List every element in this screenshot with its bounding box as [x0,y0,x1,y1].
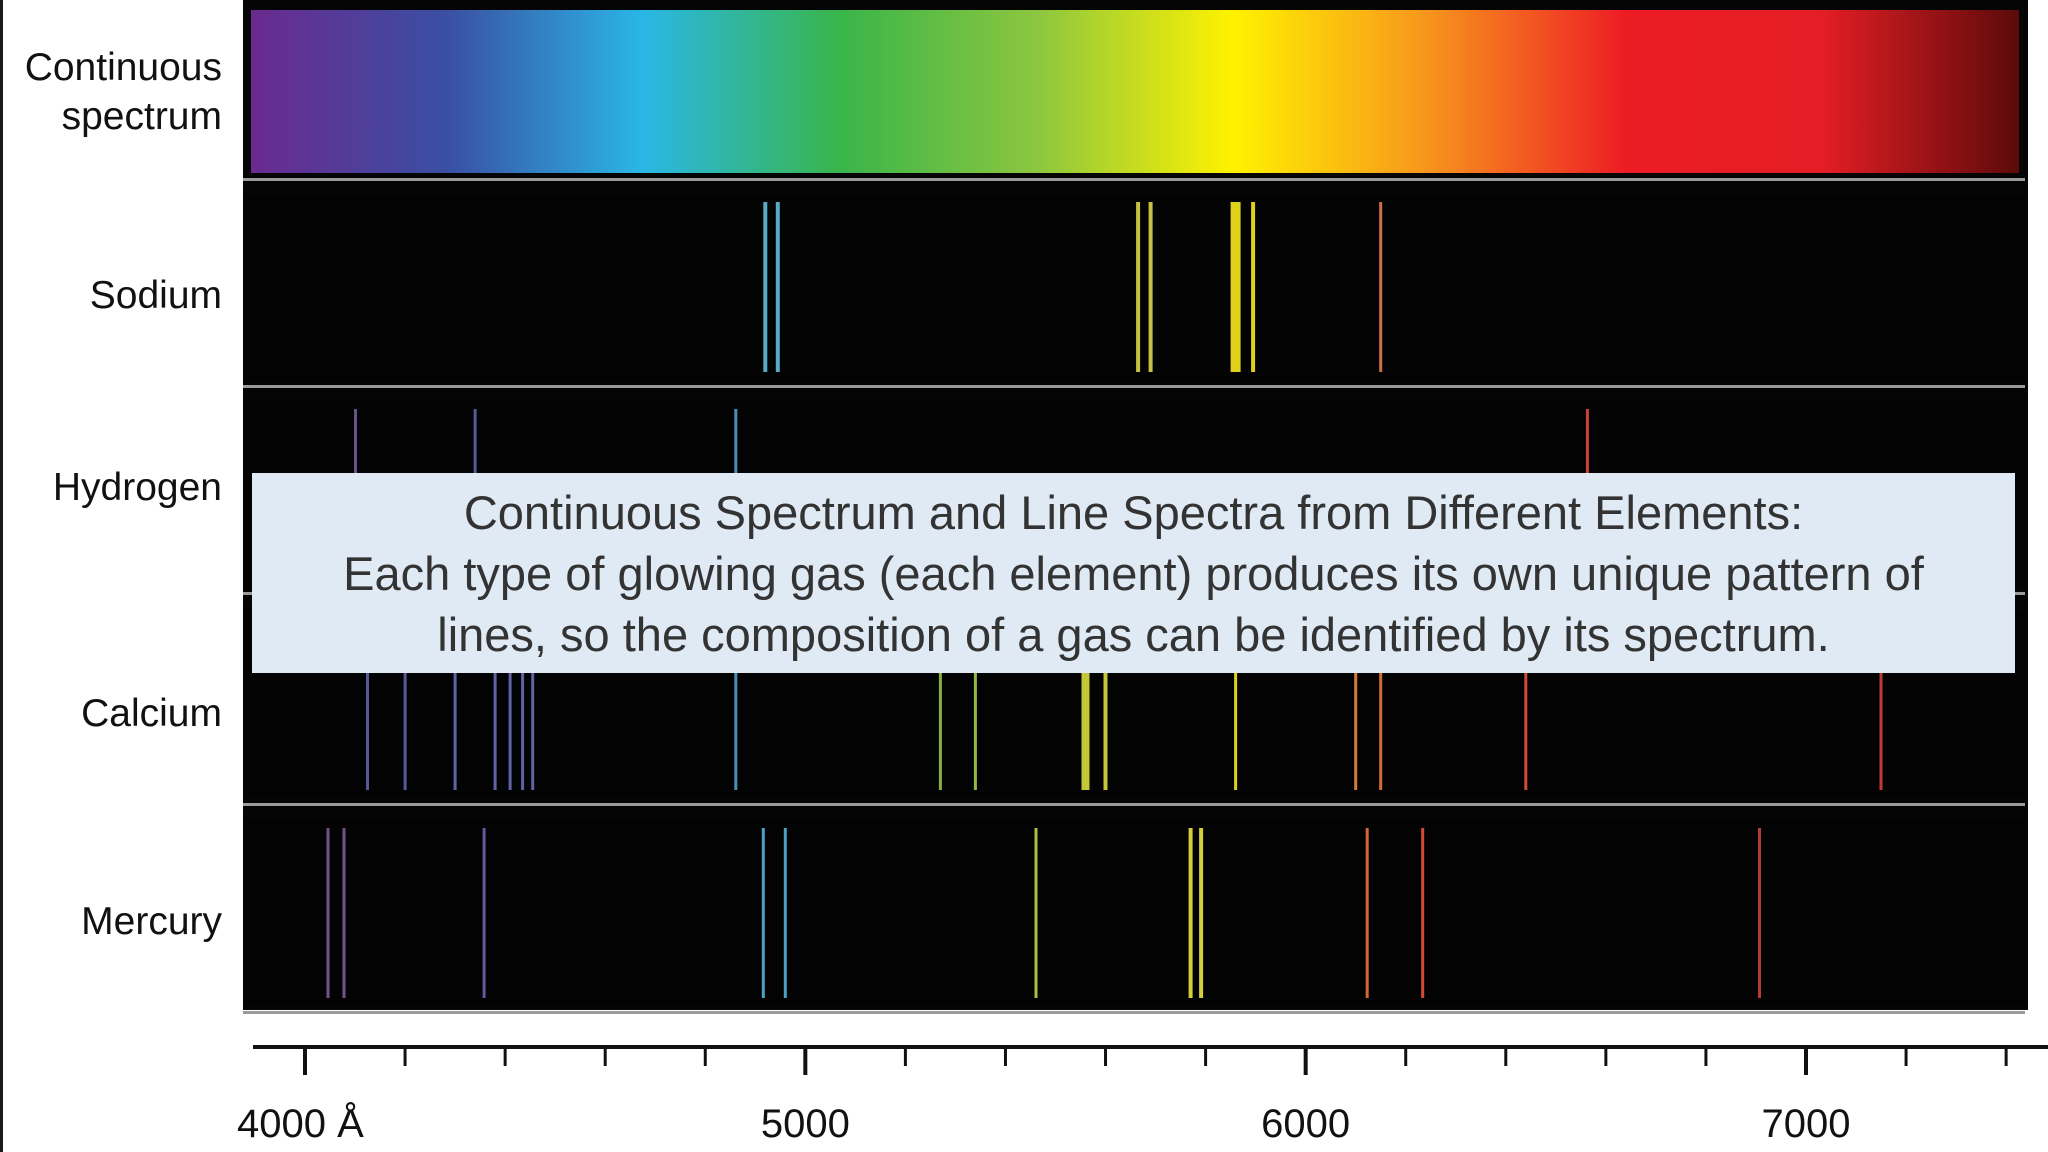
spectral-line-sodium-6 [1251,202,1256,372]
spectral-line-calcium-4 [493,620,497,790]
spectral-line-mercury-3 [482,828,486,998]
spectral-line-mercury-7 [1188,828,1193,998]
spectral-line-mercury-2 [342,828,346,998]
spectral-line-calcium-5 [508,620,512,790]
label-calcium: Calcium [81,692,222,735]
tick-label-4000: 4000 Å [237,1102,364,1146]
caption-box: Continuous Spectrum and Line Spectra fro… [252,473,2015,673]
spectral-line-calcium-13 [1234,620,1238,790]
label-mercury: Mercury [81,900,222,943]
continuous-spectrum-band [251,10,2019,173]
spectral-line-calcium-7 [531,620,535,790]
spectral-line-mercury-1 [326,828,330,998]
spectral-line-calcium-2 [403,620,407,790]
spectral-line-calcium-14 [1354,620,1358,790]
caption-line-3: lines, so the composition of a gas can b… [437,607,1830,661]
tick-label-5000: 5000 [760,1102,850,1146]
band-sodium [247,194,2025,380]
spectral-line-calcium-8 [734,620,738,790]
label-continuous-line2: spectrum [61,94,222,138]
spectral-line-mercury-4 [761,828,765,998]
spectral-line-mercury-5 [783,828,787,998]
band-separator [243,178,2025,181]
spectral-line-calcium-6 [521,620,525,790]
spectral-line-mercury-10 [1421,828,1425,998]
spectral-line-sodium-1 [763,202,768,372]
spectral-line-mercury-11 [1758,828,1761,998]
spectral-line-mercury-9 [1365,828,1369,998]
band-separator [243,385,2025,388]
left-border [0,0,3,1152]
band-separator [243,803,2025,806]
spectral-line-calcium-1 [366,620,369,790]
spectral-line-sodium-4 [1148,202,1153,372]
spectral-line-sodium-5 [1230,202,1241,372]
spectral-line-sodium-7 [1379,202,1383,372]
spectral-line-calcium-10 [973,620,977,790]
spectral-line-sodium-2 [775,202,780,372]
band-separator [243,1011,2025,1014]
band-mercury [247,820,2025,1006]
spectral-line-calcium-17 [1879,620,1883,790]
spectral-line-calcium-9 [938,620,942,790]
tick-label-6000: 6000 [1261,1102,1351,1146]
spectral-line-sodium-3 [1136,202,1141,372]
caption-line-2: Each type of glowing gas (each element) … [343,546,1924,600]
spectral-line-calcium-3 [453,620,457,790]
spectral-line-calcium-12 [1103,620,1108,790]
label-continuous-line1: Continuous [24,46,222,89]
tick-label-7000: 7000 [1761,1102,1851,1146]
caption-title: Continuous Spectrum and Line Spectra fro… [463,485,1804,539]
label-continuous-spectrum: Continuous spectrum [0,44,222,142]
spectral-line-calcium-16 [1524,620,1528,790]
spectral-line-mercury-6 [1034,828,1038,998]
label-hydrogen: Hydrogen [52,466,222,509]
spectral-line-mercury-8 [1199,828,1204,998]
spectral-line-calcium-11 [1081,620,1090,790]
spectral-line-calcium-15 [1379,620,1383,790]
label-sodium: Sodium [89,274,222,317]
